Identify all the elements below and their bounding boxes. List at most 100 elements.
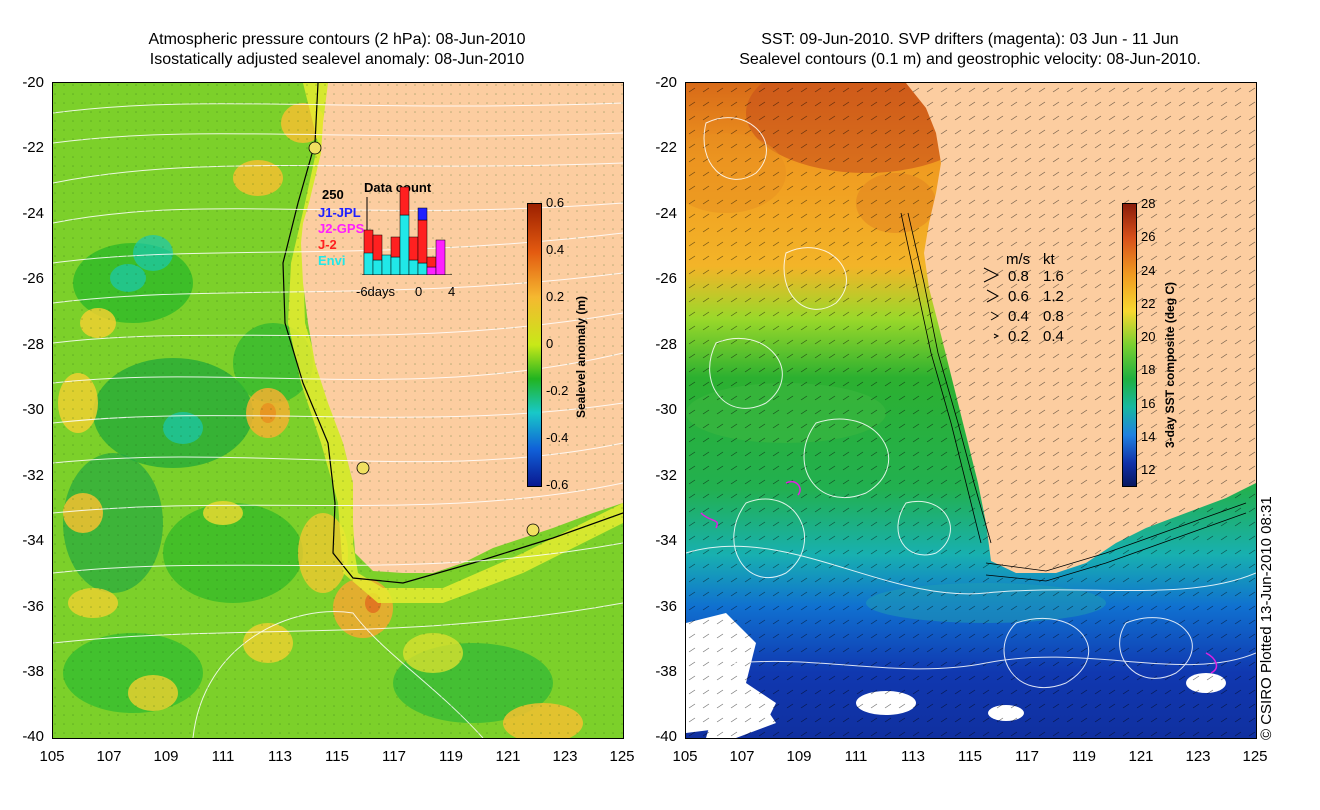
copyright-text: © CSIRO Plotted 13-Jun-2010 08:31 — [1258, 496, 1275, 740]
colorbar-tick: 16 — [1141, 396, 1156, 411]
velocity-legend-ms: 0.6 — [1008, 288, 1029, 305]
colorbar-tick: 20 — [1141, 329, 1156, 344]
velocity-legend-header-ms: m/s — [1006, 251, 1031, 268]
colorbar-tick: 0 — [546, 336, 554, 351]
left-title-line1: Atmospheric pressure contours (2 hPa): 0… — [148, 31, 526, 48]
y-tick: -36 — [22, 598, 44, 615]
y-tick: -34 — [655, 532, 677, 549]
x-tick: 115 — [958, 748, 982, 765]
tide-gauge-marker[interactable] — [308, 141, 322, 155]
y-tick: -26 — [655, 270, 677, 287]
x-tick: 113 — [268, 748, 292, 765]
geostrophic-velocity-arrows — [686, 83, 1256, 738]
x-tick: 123 — [552, 748, 578, 765]
leeuwin-current-arrows — [900, 212, 1247, 582]
x-tick: 109 — [786, 748, 812, 765]
tide-gauge-marker[interactable] — [526, 523, 540, 537]
x-tick: 121 — [495, 748, 521, 765]
velocity-legend-arrows — [983, 267, 1000, 339]
right-title-line1: SST: 09-Jun-2010. SVP drifters (magenta)… — [761, 31, 1179, 48]
y-tick: -32 — [22, 467, 44, 484]
x-tick: 119 — [439, 748, 463, 765]
x-tick: 119 — [1072, 748, 1096, 765]
x-tick: 105 — [39, 748, 65, 765]
sst-colorbar — [1122, 203, 1137, 487]
y-tick: -22 — [655, 139, 677, 156]
mission-label-envi: Envi — [318, 253, 346, 268]
velocity-legend-kt: 1.6 — [1043, 268, 1064, 285]
velocity-legend-ms: 0.8 — [1008, 268, 1029, 285]
mission-label-j2-red: J-2 — [318, 237, 337, 252]
y-tick: -20 — [22, 74, 44, 91]
sst-map[interactable] — [685, 82, 1257, 739]
svp-drifter-tracks[interactable] — [700, 481, 1218, 674]
data-count-max-label: 250 — [322, 187, 344, 202]
right-title-line2: Sealevel contours (0.1 m) and geostrophi… — [739, 51, 1201, 68]
histogram-bars — [362, 186, 452, 275]
y-tick: -40 — [655, 728, 677, 745]
mission-label-j1: J1-JPL — [318, 205, 361, 220]
x-tick: 125 — [609, 748, 635, 765]
sealevel-colorbar-label: Sealevel anomaly (m) — [574, 295, 588, 418]
x-tick: 111 — [844, 748, 868, 765]
colorbar-tick: 0.6 — [546, 195, 565, 210]
velocity-legend-header-kt: kt — [1043, 251, 1055, 268]
x-tick: 111 — [211, 748, 235, 765]
y-tick: -34 — [22, 532, 44, 549]
colorbar-tick: 12 — [1141, 462, 1156, 477]
velocity-legend-ms: 0.4 — [1008, 308, 1029, 325]
x-tick: 105 — [672, 748, 698, 765]
mission-label-j2: J2-GPS — [318, 221, 365, 236]
colorbar-tick: 0.2 — [546, 289, 565, 304]
y-tick: -36 — [655, 598, 677, 615]
y-tick: -26 — [22, 270, 44, 287]
data-count-histogram: Data count 250 J1-JPL J2-GPS J-2 Envi -6… — [318, 180, 462, 300]
x-tick: 117 — [1015, 748, 1039, 765]
y-tick: -28 — [655, 336, 677, 353]
x-tick: 109 — [153, 748, 179, 765]
tide-gauge-marker[interactable] — [356, 461, 370, 475]
y-tick: -30 — [655, 401, 677, 418]
x-tick: 107 — [729, 748, 755, 765]
sealevel-contours — [686, 117, 1256, 689]
colorbar-tick: 24 — [1141, 263, 1156, 278]
sealevel-map-graphic — [53, 83, 623, 738]
y-tick: -38 — [22, 663, 44, 680]
x-tick: 115 — [325, 748, 349, 765]
velocity-legend-kt: 1.2 — [1043, 288, 1064, 305]
x-tick: 117 — [382, 748, 406, 765]
colorbar-tick: 22 — [1141, 296, 1156, 311]
x-tick: 113 — [901, 748, 925, 765]
velocity-legend-kt: 0.8 — [1043, 308, 1064, 325]
histogram-x-left: -6days — [356, 284, 396, 299]
colorbar-tick: 0.4 — [546, 242, 565, 257]
y-tick: -32 — [655, 467, 677, 484]
y-tick: -30 — [22, 401, 44, 418]
velocity-legend-kt: 0.4 — [1043, 328, 1064, 345]
colorbar-tick: 26 — [1141, 229, 1156, 244]
y-tick: -28 — [22, 336, 44, 353]
sealevel-anomaly-map[interactable] — [52, 82, 624, 739]
left-title-line2: Isostatically adjusted sealevel anomaly:… — [149, 51, 525, 68]
x-tick: 121 — [1128, 748, 1154, 765]
data-count-title: Data count — [364, 180, 432, 195]
sealevel-colorbar — [527, 203, 542, 487]
histogram-x-mid: 0 — [415, 284, 423, 299]
colorbar-tick: -0.2 — [546, 383, 569, 398]
y-tick: -38 — [655, 663, 677, 680]
sst-colorbar-label: 3-day SST composite (deg C) — [1163, 281, 1177, 448]
sst-map-graphic — [686, 83, 1256, 738]
y-tick: -20 — [655, 74, 677, 91]
y-tick: -40 — [22, 728, 44, 745]
colorbar-tick: 14 — [1141, 429, 1156, 444]
x-tick: 107 — [96, 748, 122, 765]
colorbar-tick: -0.4 — [546, 430, 569, 445]
histogram-x-right: 4 — [448, 284, 456, 299]
x-tick: 125 — [1242, 748, 1268, 765]
y-tick: -22 — [22, 139, 44, 156]
colorbar-tick: -0.6 — [546, 477, 569, 492]
velocity-legend-ms: 0.2 — [1008, 328, 1029, 345]
x-tick: 123 — [1185, 748, 1211, 765]
colorbar-tick: 18 — [1141, 362, 1156, 377]
colorbar-tick: 28 — [1141, 196, 1156, 211]
